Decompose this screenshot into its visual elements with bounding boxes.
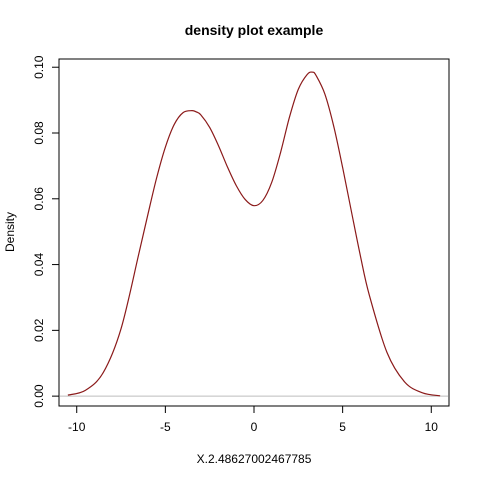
x-tick-label: -10 (68, 420, 86, 434)
x-tick-label: 0 (251, 420, 258, 434)
y-tick-label: 0.08 (32, 121, 46, 145)
density-curve (67, 71, 441, 397)
x-axis-label: X.2.48627002467785 (197, 452, 312, 466)
y-tick-label: 0.10 (32, 55, 46, 79)
x-tick-label: -5 (160, 420, 171, 434)
y-axis: 0.00 0.02 0.04 0.06 0.08 0.10 (32, 55, 60, 408)
x-tick-label: 5 (339, 420, 346, 434)
y-tick-label: 0.04 (32, 253, 46, 277)
x-axis: -10 -5 0 5 10 (68, 405, 439, 434)
y-tick-label: 0.06 (32, 187, 46, 211)
plot-box (58, 58, 450, 407)
chart-title: density plot example (185, 22, 324, 38)
y-tick-label: 0.02 (32, 318, 46, 342)
x-tick-label: 10 (425, 420, 439, 434)
y-axis-label: Density (3, 212, 17, 252)
y-tick-label: 0.00 (32, 384, 46, 408)
